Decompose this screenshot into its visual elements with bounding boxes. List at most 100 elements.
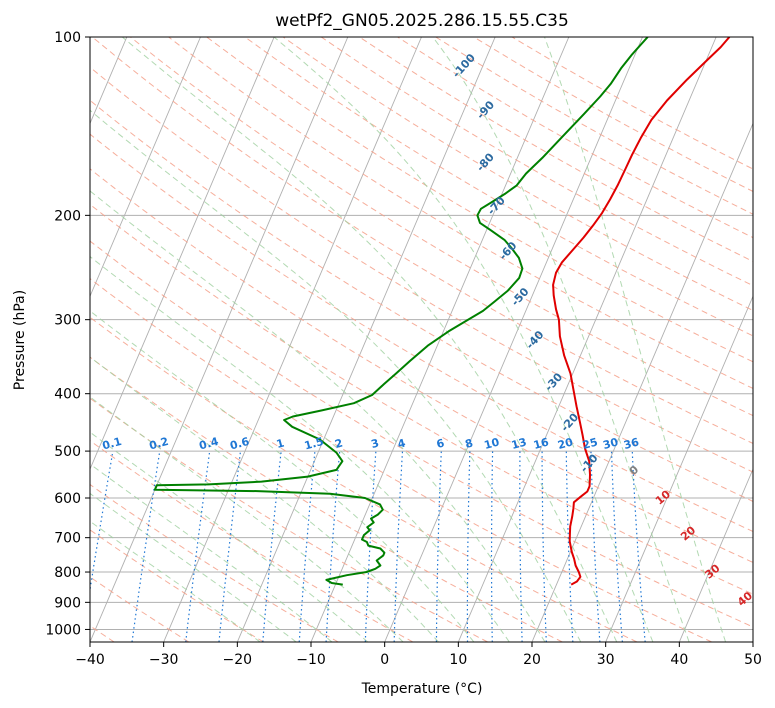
dry-adiabat — [91, 37, 753, 445]
reference-lines — [90, 37, 753, 642]
y-tick-label: 200 — [54, 208, 81, 224]
series-layer — [153, 37, 731, 586]
moist-adiabat — [544, 37, 727, 642]
mixing-ratio-line — [541, 451, 547, 642]
y-tick-label: 900 — [54, 595, 81, 611]
x-tick-label: −20 — [223, 652, 253, 668]
mixing-ratio-label: 2 — [333, 436, 344, 451]
moist-adiabat — [90, 396, 404, 642]
x-tick-label: −10 — [296, 652, 326, 668]
mixing-ratio-line — [364, 451, 377, 642]
dry-adiabat — [90, 203, 753, 595]
isotherm-line — [457, 37, 717, 642]
mixing-ratio-line — [565, 451, 574, 642]
y-tick-label: 1000 — [45, 622, 81, 638]
y-tick-label: 300 — [54, 313, 81, 329]
moist-adiabat — [90, 492, 297, 642]
moist-adiabat — [90, 255, 510, 642]
mixing-ratio-line — [185, 451, 211, 642]
dry-adiabat — [90, 278, 712, 642]
mixing-ratio-line — [631, 451, 646, 642]
mixing-ratio-line — [393, 451, 404, 642]
mixing-ratio-line — [262, 451, 282, 642]
dry-adiabat — [90, 356, 563, 642]
mixing-ratio-line — [490, 451, 494, 642]
mixing-ratio-label: 1 — [275, 436, 286, 451]
moist-adiabat — [432, 37, 690, 642]
x-tick-label: −40 — [75, 652, 105, 668]
x-axis-label: Temperature (°C) — [361, 681, 483, 697]
isotherm-line — [236, 37, 496, 642]
mixing-ratio-line — [298, 451, 316, 642]
dry-adiabat — [244, 37, 753, 337]
mixing-ratio-label: 0.2 — [148, 435, 170, 453]
dry-adiabat — [282, 37, 753, 312]
chart-title: wetPf2_GN05.2025.286.15.55.C35 — [275, 11, 569, 31]
moist-adiabat — [90, 463, 333, 642]
isotherm-line — [678, 467, 753, 642]
moist-adiabat — [273, 37, 654, 642]
mixing-ratio-label: 3 — [370, 436, 381, 451]
mixing-ratio-line — [218, 451, 242, 642]
isotherm-line — [90, 37, 275, 471]
dry-adiabat — [168, 37, 753, 389]
mixing-ratio-line — [435, 451, 442, 642]
mixing-ratio-line — [90, 450, 114, 594]
mixing-ratio-label: 30 — [602, 435, 620, 452]
y-axis: 1000 900 800 700 600 500 400 300 200 100 — [45, 30, 90, 638]
mixing-ratio-line — [131, 451, 161, 642]
y-tick-label: 800 — [54, 565, 81, 581]
dry-adiabat — [90, 99, 753, 502]
moist-adiabat-label: 40 — [735, 589, 755, 609]
dry-adiabat — [90, 133, 753, 533]
dewpoint-profile-line — [153, 37, 649, 586]
y-axis-label: Pressure (hPa) — [12, 290, 28, 390]
dry-adiabat — [90, 240, 753, 628]
mixing-ratio-label: 36 — [622, 435, 640, 452]
mixing-ratio-label: 0.1 — [101, 435, 123, 453]
isotherm-line — [605, 295, 753, 642]
x-tick-label: 30 — [597, 652, 615, 668]
y-tick-label: 100 — [54, 30, 81, 46]
y-tick-label: 400 — [54, 387, 81, 403]
plot-frame — [89, 36, 754, 643]
moist-adiabat — [90, 431, 369, 642]
mixing-ratio-label: 0.6 — [229, 435, 252, 453]
temperature-profile-line — [552, 37, 731, 586]
mixing-ratio-label: 4 — [396, 436, 407, 451]
x-tick-label: 50 — [744, 652, 762, 668]
dry-adiabat — [90, 168, 753, 563]
x-tick-label: −30 — [149, 652, 179, 668]
x-tick-label: 0 — [380, 652, 389, 668]
mixing-ratio-line — [519, 451, 523, 642]
isotherm-line — [384, 37, 643, 642]
y-tick-label: 700 — [54, 531, 81, 547]
mixing-ratio-line — [466, 451, 471, 642]
dry-adiabat — [90, 529, 264, 642]
isotherm-line — [90, 37, 349, 642]
isotherm-line — [531, 122, 753, 642]
mixing-ratio-line — [610, 451, 623, 642]
y-tick-label: 600 — [54, 491, 81, 507]
mixing-ratio-label: 10 — [483, 435, 501, 452]
x-tick-label: 20 — [523, 652, 541, 668]
x-tick-label: 40 — [670, 652, 688, 668]
moist-adiabat — [90, 310, 475, 642]
mixing-ratio-line — [325, 451, 341, 642]
mixing-ratio-label: 1.5 — [303, 435, 325, 453]
mixing-ratio-label: 8 — [464, 436, 475, 451]
y-tick-label: 500 — [54, 444, 81, 460]
mixing-ratio-label: 16 — [532, 435, 550, 452]
mixing-ratio-label: 0.4 — [198, 435, 221, 453]
dry-adiabat — [130, 37, 753, 417]
mixing-ratio-label: 13 — [510, 435, 528, 452]
isotherm-line — [90, 37, 201, 298]
mixing-ratio-label: 6 — [435, 436, 446, 451]
mixing-ratio-label: 25 — [581, 435, 599, 452]
isotherm-line — [163, 37, 422, 642]
mixing-ratio-line — [590, 451, 601, 642]
x-tick-label: 10 — [449, 652, 467, 668]
mixing-ratio-label: 20 — [556, 435, 574, 452]
